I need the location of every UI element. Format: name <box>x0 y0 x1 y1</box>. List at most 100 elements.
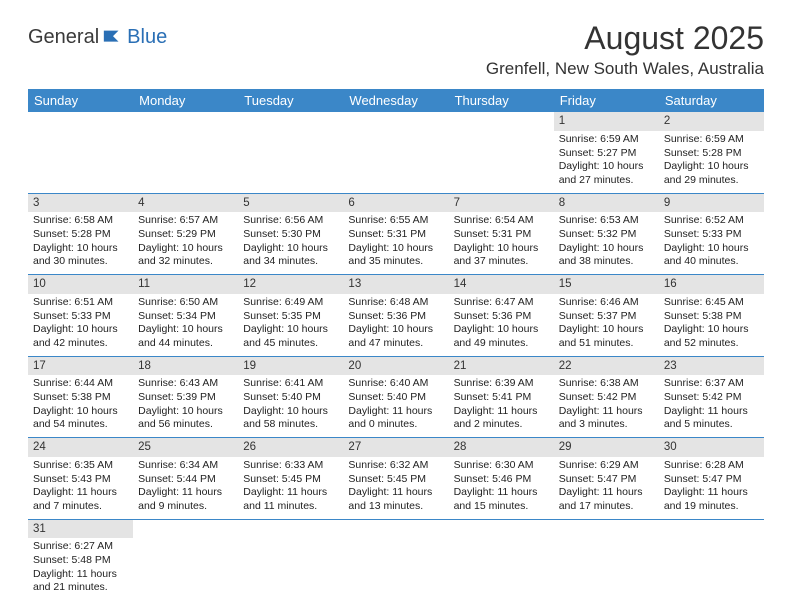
daylight-line: Daylight: 11 hours and 3 minutes. <box>559 405 654 432</box>
sunset-line: Sunset: 5:35 PM <box>243 310 338 324</box>
logo-text-blue: Blue <box>127 26 167 49</box>
weekday-header: Thursday <box>449 89 554 112</box>
sunrise-line: Sunrise: 6:39 AM <box>454 377 549 391</box>
day-cell: 23Sunrise: 6:37 AMSunset: 5:42 PMDayligh… <box>659 356 764 438</box>
day-number: 14 <box>449 275 554 294</box>
daylight-line: Daylight: 10 hours and 56 minutes. <box>138 405 233 432</box>
day-number: 2 <box>659 112 764 131</box>
empty-cell <box>449 112 554 193</box>
sunset-line: Sunset: 5:28 PM <box>664 147 759 161</box>
day-number: 27 <box>343 438 448 457</box>
sunset-line: Sunset: 5:36 PM <box>348 310 443 324</box>
day-number: 31 <box>28 520 133 539</box>
sunset-line: Sunset: 5:45 PM <box>243 473 338 487</box>
empty-cell <box>554 519 659 600</box>
empty-cell <box>238 519 343 600</box>
day-cell: 24Sunrise: 6:35 AMSunset: 5:43 PMDayligh… <box>28 438 133 520</box>
daylight-line: Daylight: 11 hours and 9 minutes. <box>138 486 233 513</box>
sunset-line: Sunset: 5:38 PM <box>664 310 759 324</box>
weekday-header-row: Sunday Monday Tuesday Wednesday Thursday… <box>28 89 764 112</box>
day-cell: 5Sunrise: 6:56 AMSunset: 5:30 PMDaylight… <box>238 193 343 275</box>
daylight-line: Daylight: 10 hours and 29 minutes. <box>664 160 759 187</box>
day-number: 20 <box>343 357 448 376</box>
daylight-line: Daylight: 10 hours and 51 minutes. <box>559 323 654 350</box>
daylight-line: Daylight: 10 hours and 49 minutes. <box>454 323 549 350</box>
sunrise-line: Sunrise: 6:30 AM <box>454 459 549 473</box>
day-cell: 29Sunrise: 6:29 AMSunset: 5:47 PMDayligh… <box>554 438 659 520</box>
sunset-line: Sunset: 5:33 PM <box>33 310 128 324</box>
weekday-header: Friday <box>554 89 659 112</box>
sunset-line: Sunset: 5:33 PM <box>664 228 759 242</box>
sunrise-line: Sunrise: 6:34 AM <box>138 459 233 473</box>
sunset-line: Sunset: 5:45 PM <box>348 473 443 487</box>
day-cell: 4Sunrise: 6:57 AMSunset: 5:29 PMDaylight… <box>133 193 238 275</box>
day-cell: 7Sunrise: 6:54 AMSunset: 5:31 PMDaylight… <box>449 193 554 275</box>
sunset-line: Sunset: 5:29 PM <box>138 228 233 242</box>
weekday-header: Wednesday <box>343 89 448 112</box>
sunrise-line: Sunrise: 6:49 AM <box>243 296 338 310</box>
sunset-line: Sunset: 5:27 PM <box>559 147 654 161</box>
weekday-header: Tuesday <box>238 89 343 112</box>
day-number: 26 <box>238 438 343 457</box>
empty-cell <box>343 112 448 193</box>
sunset-line: Sunset: 5:39 PM <box>138 391 233 405</box>
day-number: 12 <box>238 275 343 294</box>
sunset-line: Sunset: 5:42 PM <box>664 391 759 405</box>
title-block: August 2025 Grenfell, New South Wales, A… <box>486 20 764 79</box>
calendar-row: 10Sunrise: 6:51 AMSunset: 5:33 PMDayligh… <box>28 275 764 357</box>
daylight-line: Daylight: 10 hours and 44 minutes. <box>138 323 233 350</box>
day-number: 29 <box>554 438 659 457</box>
sunset-line: Sunset: 5:30 PM <box>243 228 338 242</box>
day-number: 1 <box>554 112 659 131</box>
sunset-line: Sunset: 5:47 PM <box>664 473 759 487</box>
sunrise-line: Sunrise: 6:41 AM <box>243 377 338 391</box>
daylight-line: Daylight: 10 hours and 54 minutes. <box>33 405 128 432</box>
sunrise-line: Sunrise: 6:53 AM <box>559 214 654 228</box>
sunrise-line: Sunrise: 6:55 AM <box>348 214 443 228</box>
day-number: 23 <box>659 357 764 376</box>
flag-icon <box>102 27 124 49</box>
empty-cell <box>238 112 343 193</box>
calendar-row: 1Sunrise: 6:59 AMSunset: 5:27 PMDaylight… <box>28 112 764 193</box>
sunset-line: Sunset: 5:31 PM <box>454 228 549 242</box>
month-title: August 2025 <box>486 20 764 57</box>
day-cell: 30Sunrise: 6:28 AMSunset: 5:47 PMDayligh… <box>659 438 764 520</box>
daylight-line: Daylight: 11 hours and 13 minutes. <box>348 486 443 513</box>
day-number: 4 <box>133 194 238 213</box>
day-number: 24 <box>28 438 133 457</box>
day-cell: 26Sunrise: 6:33 AMSunset: 5:45 PMDayligh… <box>238 438 343 520</box>
day-cell: 8Sunrise: 6:53 AMSunset: 5:32 PMDaylight… <box>554 193 659 275</box>
sunrise-line: Sunrise: 6:48 AM <box>348 296 443 310</box>
daylight-line: Daylight: 10 hours and 47 minutes. <box>348 323 443 350</box>
logo: General Blue <box>28 26 167 49</box>
daylight-line: Daylight: 10 hours and 27 minutes. <box>559 160 654 187</box>
daylight-line: Daylight: 10 hours and 52 minutes. <box>664 323 759 350</box>
daylight-line: Daylight: 11 hours and 11 minutes. <box>243 486 338 513</box>
day-number: 30 <box>659 438 764 457</box>
day-cell: 25Sunrise: 6:34 AMSunset: 5:44 PMDayligh… <box>133 438 238 520</box>
empty-cell <box>133 519 238 600</box>
day-cell: 22Sunrise: 6:38 AMSunset: 5:42 PMDayligh… <box>554 356 659 438</box>
daylight-line: Daylight: 11 hours and 17 minutes. <box>559 486 654 513</box>
day-number: 17 <box>28 357 133 376</box>
day-cell: 9Sunrise: 6:52 AMSunset: 5:33 PMDaylight… <box>659 193 764 275</box>
sunrise-line: Sunrise: 6:52 AM <box>664 214 759 228</box>
sunrise-line: Sunrise: 6:54 AM <box>454 214 549 228</box>
sunrise-line: Sunrise: 6:32 AM <box>348 459 443 473</box>
day-number: 8 <box>554 194 659 213</box>
day-number: 6 <box>343 194 448 213</box>
day-number: 19 <box>238 357 343 376</box>
sunset-line: Sunset: 5:40 PM <box>348 391 443 405</box>
empty-cell <box>133 112 238 193</box>
calendar-row: 31Sunrise: 6:27 AMSunset: 5:48 PMDayligh… <box>28 519 764 600</box>
sunrise-line: Sunrise: 6:56 AM <box>243 214 338 228</box>
empty-cell <box>28 112 133 193</box>
day-cell: 28Sunrise: 6:30 AMSunset: 5:46 PMDayligh… <box>449 438 554 520</box>
calendar-row: 24Sunrise: 6:35 AMSunset: 5:43 PMDayligh… <box>28 438 764 520</box>
sunrise-line: Sunrise: 6:38 AM <box>559 377 654 391</box>
day-cell: 12Sunrise: 6:49 AMSunset: 5:35 PMDayligh… <box>238 275 343 357</box>
daylight-line: Daylight: 10 hours and 34 minutes. <box>243 242 338 269</box>
sunrise-line: Sunrise: 6:51 AM <box>33 296 128 310</box>
weekday-header: Monday <box>133 89 238 112</box>
day-cell: 17Sunrise: 6:44 AMSunset: 5:38 PMDayligh… <box>28 356 133 438</box>
